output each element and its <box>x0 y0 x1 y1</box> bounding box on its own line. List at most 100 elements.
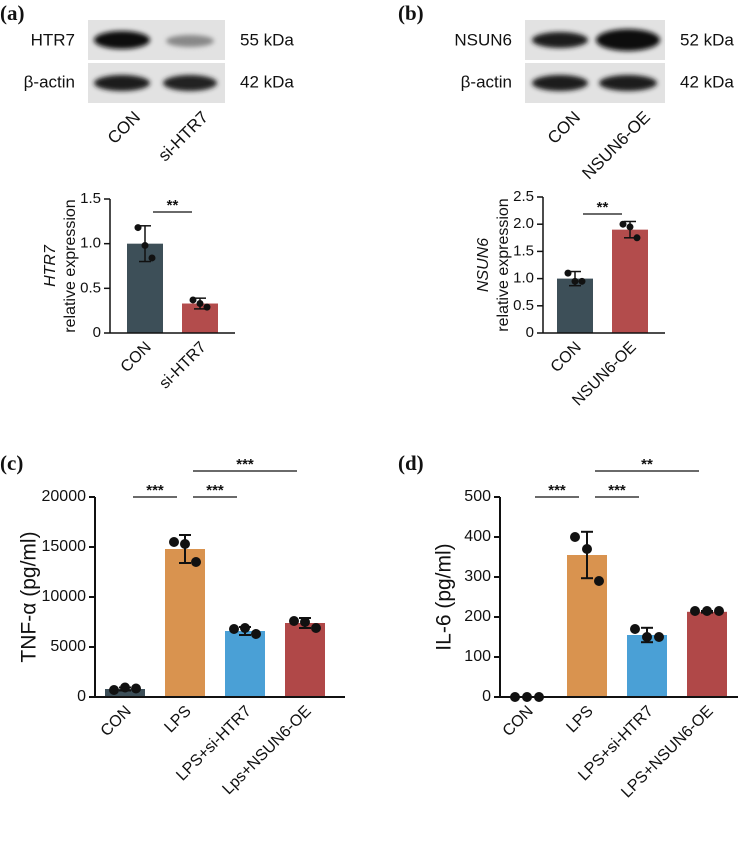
bar <box>687 611 727 697</box>
y-axis-label: relative expression <box>495 198 512 331</box>
data-point <box>630 624 640 634</box>
data-point <box>191 557 201 567</box>
data-point <box>120 682 130 693</box>
data-point <box>626 223 634 231</box>
band <box>532 32 588 48</box>
y-tick-label: 500 <box>464 488 491 505</box>
data-point <box>570 532 580 542</box>
data-point <box>109 685 119 695</box>
data-point <box>134 224 142 232</box>
significance-label: ** <box>167 197 179 214</box>
x-tick-label: CON <box>548 339 585 376</box>
data-point <box>571 277 579 285</box>
significance-label: *** <box>146 482 164 499</box>
y-tick-label: 5000 <box>50 638 86 655</box>
y-tick-label: 10000 <box>42 588 87 605</box>
y-axis-label: TNF-α (pg/ml) <box>18 531 41 662</box>
data-point <box>148 254 156 262</box>
y-axis-label: relative expression <box>62 199 79 332</box>
panel-label: (a) <box>0 1 25 25</box>
size-label: 52 kDa <box>680 30 734 49</box>
band <box>532 75 588 91</box>
lane-label: NSUN6-OE <box>578 108 654 184</box>
data-point <box>311 623 321 633</box>
size-label: 42 kDa <box>240 72 294 91</box>
data-point <box>619 220 627 228</box>
data-point <box>702 606 712 616</box>
y-tick-label: 1.0 <box>80 235 101 252</box>
x-tick-label: LPS <box>161 703 194 736</box>
y-tick-label: 400 <box>464 528 491 545</box>
data-point <box>189 296 197 304</box>
band <box>596 29 660 51</box>
error-bar <box>581 530 593 580</box>
data-point <box>196 300 204 308</box>
blot-a: HTR7 55 kDa β-actin 42 kDa CON si-HTR7 <box>24 20 294 166</box>
y-tick-label: 0 <box>482 688 491 705</box>
band <box>163 75 217 91</box>
data-point <box>594 576 604 586</box>
x-tick-label: LPS <box>563 703 596 736</box>
lane-label: CON <box>104 108 144 148</box>
bar <box>557 278 593 333</box>
data-point <box>131 683 141 694</box>
band <box>94 75 150 91</box>
data-point <box>582 544 592 554</box>
y-tick-label: 0 <box>77 688 86 705</box>
data-point <box>714 606 724 616</box>
data-point <box>300 617 310 627</box>
data-point <box>229 624 239 634</box>
significance-label: *** <box>548 482 566 499</box>
blot-b: NSUN6 52 kDa β-actin 42 kDa CON NSUN6-OE <box>454 20 734 183</box>
y-axis-label: HTR7 <box>42 244 59 287</box>
y-tick-label: 0 <box>526 324 534 341</box>
protein-label: NSUN6 <box>454 30 512 49</box>
significance-label: ** <box>641 456 653 473</box>
x-tick-label: CON <box>98 703 135 740</box>
x-tick-label: si-HTR7 <box>156 339 210 393</box>
size-label: 55 kDa <box>240 30 294 49</box>
panel-label: (d) <box>398 451 424 475</box>
panel-label: (c) <box>0 451 23 475</box>
y-axis-label: IL-6 (pg/ml) <box>433 543 456 650</box>
y-axis-label: NSUN6 <box>475 238 492 292</box>
protein-label: β-actin <box>461 72 512 91</box>
y-tick-label: 200 <box>464 608 491 625</box>
bar <box>225 631 265 697</box>
data-point <box>564 269 572 277</box>
band <box>599 75 657 91</box>
data-point <box>633 234 641 242</box>
significance-label: ** <box>597 199 609 216</box>
panel-label: (b) <box>398 1 424 25</box>
data-point <box>578 277 586 285</box>
y-tick-label: 1.5 <box>80 190 101 207</box>
y-tick-label: 1.5 <box>513 242 534 259</box>
lane-label: si-HTR7 <box>154 108 212 166</box>
bar <box>285 623 325 697</box>
data-point <box>141 241 149 249</box>
x-tick-label: CON <box>500 703 537 740</box>
y-tick-label: 2.5 <box>513 188 534 205</box>
y-tick-label: 20000 <box>42 488 87 505</box>
band <box>94 31 150 49</box>
data-point <box>180 539 190 549</box>
y-tick-label: 0.5 <box>80 279 101 296</box>
size-label: 42 kDa <box>680 72 734 91</box>
data-point <box>251 629 261 639</box>
data-point <box>169 537 179 547</box>
lane-label: CON <box>544 108 584 148</box>
bar <box>105 689 145 697</box>
bar <box>612 229 648 333</box>
protein-label: HTR7 <box>31 30 75 49</box>
bar <box>627 635 667 697</box>
data-point <box>240 623 250 633</box>
bar <box>165 549 205 697</box>
y-tick-label: 2.0 <box>513 215 534 232</box>
data-point <box>642 632 652 642</box>
significance-label: *** <box>206 482 224 499</box>
y-tick-label: 15000 <box>42 538 87 555</box>
protein-label: β-actin <box>24 72 75 91</box>
y-tick-label: 0 <box>93 324 101 341</box>
y-tick-label: 100 <box>464 648 491 665</box>
